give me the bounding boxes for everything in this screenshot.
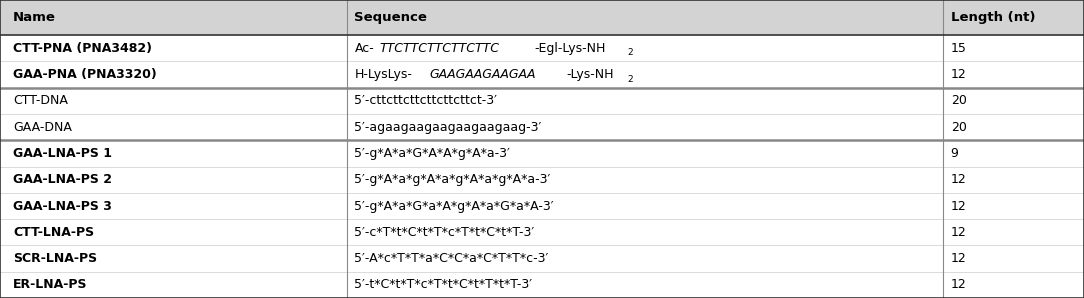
Text: 12: 12 [951, 252, 967, 265]
Text: CTT-DNA: CTT-DNA [13, 94, 68, 107]
Text: GAA-LNA-PS 3: GAA-LNA-PS 3 [13, 199, 112, 212]
Text: 15: 15 [951, 42, 967, 55]
Text: 2: 2 [628, 74, 633, 83]
Text: SCR-LNA-PS: SCR-LNA-PS [13, 252, 98, 265]
Text: -Lys-NH: -Lys-NH [567, 68, 614, 81]
Text: GAA-LNA-PS 1: GAA-LNA-PS 1 [13, 147, 112, 160]
Bar [0, 35, 1084, 61]
Text: CTT-PNA (PNA3482): CTT-PNA (PNA3482) [13, 42, 152, 55]
Text: GAA-DNA: GAA-DNA [13, 121, 72, 134]
Bar [0, 193, 1084, 219]
Text: TTCTTCTTCTTCTTC: TTCTTCTTCTTCTTC [380, 42, 500, 55]
Text: 2: 2 [627, 48, 632, 57]
Text: 20: 20 [951, 94, 967, 107]
Text: -Egl-Lys-NH: -Egl-Lys-NH [534, 42, 606, 55]
Text: 12: 12 [951, 199, 967, 212]
Text: 5′-g*A*a*G*a*A*g*A*a*G*a*A-3′: 5′-g*A*a*G*a*A*g*A*a*G*a*A-3′ [354, 199, 554, 212]
Text: Ac-: Ac- [354, 42, 374, 55]
Bar [0, 140, 1084, 167]
Text: 5′-t*C*t*T*c*T*t*C*t*T*t*T-3′: 5′-t*C*t*T*c*T*t*C*t*T*t*T-3′ [354, 278, 532, 291]
Text: Name: Name [13, 11, 56, 24]
Text: GAA-PNA (PNA3320): GAA-PNA (PNA3320) [13, 68, 157, 81]
Text: GAAGAAGAAGAA: GAAGAAGAAGAA [429, 68, 535, 81]
Text: 12: 12 [951, 173, 967, 186]
Text: H-LysLys-: H-LysLys- [354, 68, 412, 81]
Text: 9: 9 [951, 147, 958, 160]
Text: GAA-LNA-PS 2: GAA-LNA-PS 2 [13, 173, 112, 186]
Text: CTT-LNA-PS: CTT-LNA-PS [13, 226, 94, 239]
Text: 12: 12 [951, 226, 967, 239]
Bar [0, 114, 1084, 140]
Text: 12: 12 [951, 68, 967, 81]
Text: 5′-g*A*a*G*A*A*g*A*a-3′: 5′-g*A*a*G*A*A*g*A*a-3′ [354, 147, 511, 160]
Bar [0, 88, 1084, 114]
Bar [0, 219, 1084, 246]
Bar [0, 272, 1084, 298]
Bar [0, 61, 1084, 88]
Text: Sequence: Sequence [354, 11, 427, 24]
Text: 5′-agaagaagaagaagaagaag-3′: 5′-agaagaagaagaagaagaag-3′ [354, 121, 542, 134]
Bar [0, 246, 1084, 272]
Bar [0, 167, 1084, 193]
Text: 20: 20 [951, 121, 967, 134]
Text: 5′-g*A*a*g*A*a*g*A*a*g*A*a-3′: 5′-g*A*a*g*A*a*g*A*a*g*A*a-3′ [354, 173, 551, 186]
Text: ER-LNA-PS: ER-LNA-PS [13, 278, 88, 291]
Text: Length (nt): Length (nt) [951, 11, 1035, 24]
Text: 12: 12 [951, 278, 967, 291]
Bar [0, 0, 1084, 35]
Text: 5′-c*T*t*C*t*T*c*T*t*C*t*T-3′: 5′-c*T*t*C*t*T*c*T*t*C*t*T-3′ [354, 226, 534, 239]
Text: 5′-cttcttcttcttcttcttct-3′: 5′-cttcttcttcttcttcttct-3′ [354, 94, 498, 107]
Text: 5′-A*c*T*T*a*C*C*a*C*T*T*c-3′: 5′-A*c*T*T*a*C*C*a*C*T*T*c-3′ [354, 252, 549, 265]
